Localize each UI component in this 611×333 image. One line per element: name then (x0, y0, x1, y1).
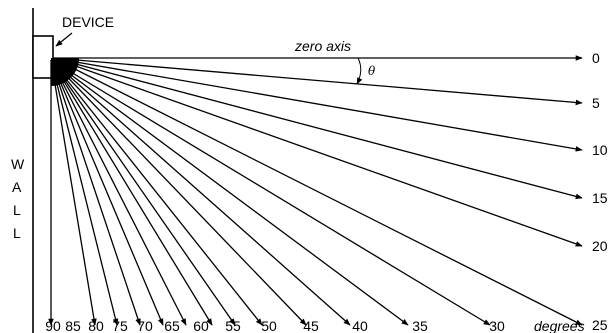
theta-arc (356, 57, 363, 85)
wall-letter-3: L (13, 202, 21, 218)
ray-label-70: 70 (137, 318, 153, 333)
ray-label-75: 75 (112, 318, 128, 333)
ray-70-deg (50, 59, 164, 326)
ray-label-35: 35 (412, 318, 428, 333)
ray-75-deg (50, 59, 141, 326)
ray-label-30: 30 (489, 318, 505, 333)
degrees-label: degrees (534, 318, 585, 333)
ray-label-45: 45 (303, 318, 319, 333)
ray-55-deg (50, 59, 236, 326)
zero-axis-label: zero axis (294, 38, 351, 54)
wall-letter-2: A (12, 179, 22, 195)
ray-label-40: 40 (352, 318, 368, 333)
ray-label-85: 85 (65, 318, 81, 333)
ray-label-0: 0 (592, 50, 600, 66)
ray-label-5: 5 (592, 95, 600, 111)
ray-label-60: 60 (193, 318, 209, 333)
ray-5-deg (52, 57, 583, 106)
ray-85-deg (50, 59, 97, 326)
ray-label-20: 20 (592, 238, 608, 254)
fan-origin-wedge (51, 58, 79, 86)
ray-45-deg (50, 59, 307, 326)
ray-15-deg (52, 57, 583, 200)
ray-label-50: 50 (261, 318, 277, 333)
ray-20-deg (52, 57, 583, 247)
wall-letter-1: W (11, 156, 25, 172)
ray-80-deg (50, 59, 119, 326)
ray-50-deg (50, 59, 263, 326)
ray-label-65: 65 (164, 318, 180, 333)
ray-35-deg (50, 59, 409, 326)
ray-label-15: 15 (592, 190, 608, 206)
ray-60-deg (50, 59, 213, 326)
ray-label-25: 25 (592, 317, 608, 333)
device-label: DEVICE (62, 14, 114, 30)
device-box (32, 35, 54, 79)
ray-10-deg (52, 57, 583, 152)
theta-label: θ (368, 64, 376, 78)
ray-65-deg (50, 59, 187, 326)
wall-label: W A L L (11, 156, 25, 241)
ray-label-80: 80 (88, 318, 104, 333)
ray-label-55: 55 (225, 318, 241, 333)
ray-labels: 0 5 10 15 20 25 30 35 40 45 50 55 60 65 70 75 80 85 90 (45, 50, 608, 333)
ray-fan (48, 55, 583, 326)
ray-label-90: 90 (45, 318, 61, 333)
device-pointer-arrow (55, 32, 73, 47)
ray-30-deg (50, 59, 491, 326)
ray-label-10: 10 (592, 142, 608, 158)
ray-25-deg (52, 57, 583, 326)
wall-letter-4: L (13, 225, 21, 241)
ray-40-deg (50, 59, 351, 326)
